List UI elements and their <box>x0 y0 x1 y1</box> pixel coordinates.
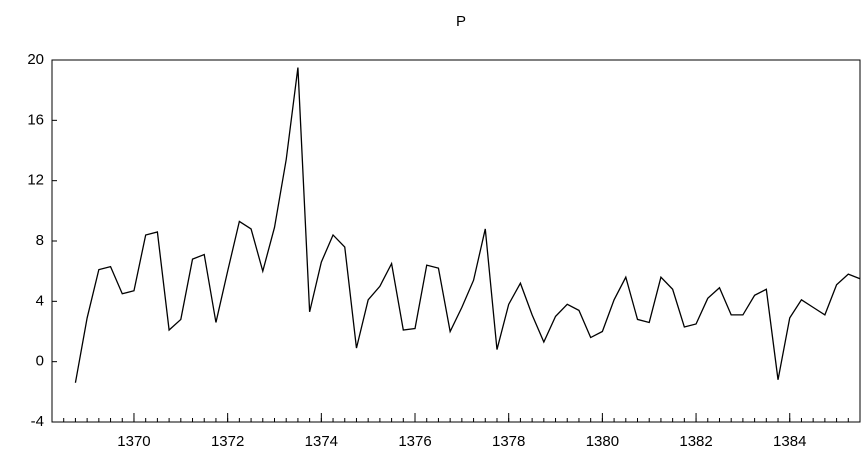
x-tick-label: 1374 <box>305 433 338 450</box>
y-tick-label: 12 <box>27 172 44 189</box>
y-tick-label: 4 <box>36 292 44 309</box>
y-tick-label: -4 <box>31 413 44 430</box>
y-tick-label: 20 <box>27 51 44 68</box>
plot-frame <box>51 59 861 423</box>
y-tick-label: 16 <box>27 111 44 128</box>
x-tick-label: 1376 <box>398 433 431 450</box>
data-line <box>74 67 861 383</box>
chart-title: P <box>456 13 466 30</box>
y-tick-label: 0 <box>36 353 44 370</box>
x-tick-label: 1384 <box>773 433 806 450</box>
y-tick-label: 8 <box>36 232 44 249</box>
x-tick-label: 1380 <box>586 433 619 450</box>
x-tick-label: 1378 <box>492 433 525 450</box>
x-tick-label: 1372 <box>211 433 244 450</box>
x-tick-label: 1382 <box>679 433 712 450</box>
x-tick-label: 1370 <box>117 433 150 450</box>
